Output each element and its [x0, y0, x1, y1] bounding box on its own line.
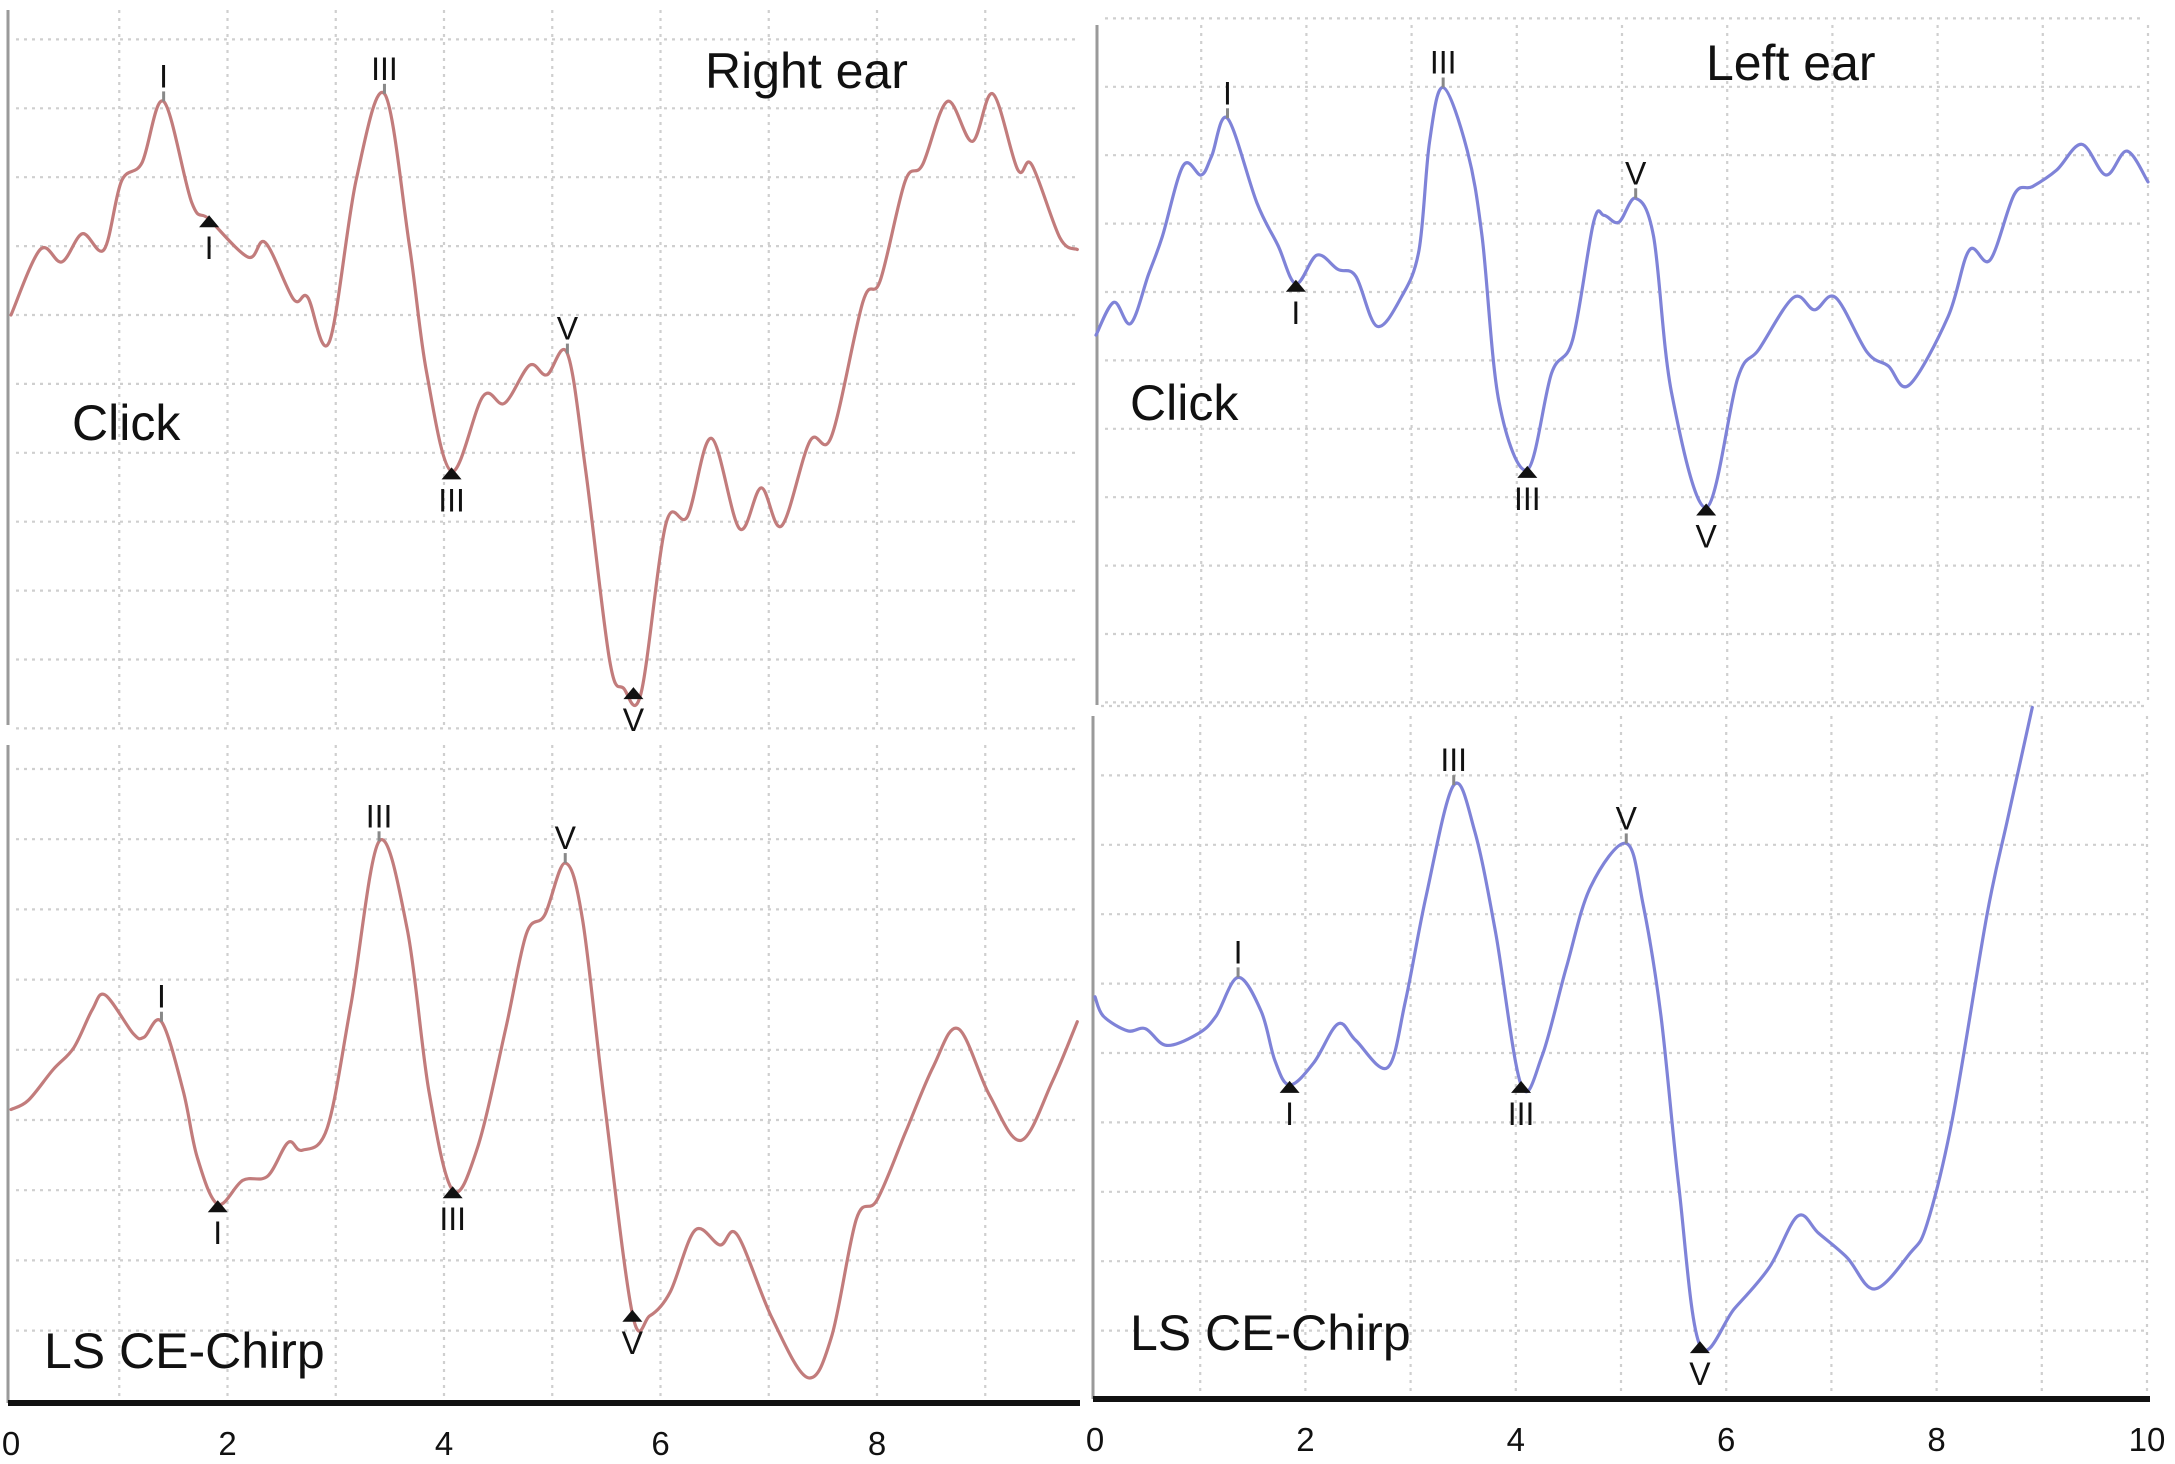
trough-marker-triangle-icon [441, 467, 462, 480]
trough-label: V [622, 1325, 644, 1361]
panel-labels: Right ear Click LS CE-Chirp Left ear Cli… [44, 35, 1876, 1379]
grid [1101, 704, 2149, 1399]
trough-marker-triangle-icon [1511, 1080, 1532, 1093]
x-tick-label: 2 [1296, 1421, 1314, 1458]
peak-label: III [366, 798, 393, 834]
trough-marker-triangle-icon [207, 1200, 228, 1213]
trough-label: I [213, 1215, 222, 1251]
peak-label: V [1625, 155, 1647, 191]
peak-label: I [157, 979, 166, 1015]
trough-marker-triangle-icon [199, 215, 220, 228]
peak-label: I [1223, 75, 1232, 111]
peak-label: I [159, 58, 168, 94]
x-tick-label: 6 [1717, 1421, 1735, 1458]
trough-label: III [1514, 481, 1541, 517]
peak-label: V [557, 311, 579, 347]
trough-label: III [438, 482, 465, 518]
left-ear-label: Left ear [1706, 35, 1876, 91]
peak-label: V [1616, 800, 1638, 836]
x-tick-label: 4 [1507, 1421, 1525, 1458]
stimulus-label-left-chirp: LS CE-Chirp [1130, 1305, 1411, 1361]
waveform-trace [1093, 705, 2034, 1352]
peak-label: I [1234, 934, 1243, 970]
x-tick-label: 8 [868, 1425, 886, 1462]
x-tick-label: 0 [1086, 1421, 1104, 1458]
x-tick-label: 0 [2, 1425, 20, 1462]
trough-marker-triangle-icon [1696, 503, 1717, 516]
trough-label: V [1689, 1356, 1711, 1392]
x-tick-label: 4 [435, 1425, 453, 1462]
trough-label: III [1508, 1096, 1535, 1132]
trough-marker-triangle-icon [1279, 1080, 1300, 1093]
trough-label: III [439, 1201, 466, 1237]
x-tick-label: 6 [651, 1425, 669, 1462]
trough-marker-triangle-icon [1689, 1341, 1710, 1354]
peak-label: III [371, 51, 398, 87]
stimulus-label-right-click: Click [72, 395, 181, 451]
trough-marker-triangle-icon [623, 687, 644, 700]
x-tick-label: 10 [2129, 1421, 2166, 1458]
trough-label: V [623, 702, 645, 738]
trough-label: I [1291, 295, 1300, 331]
trough-label: I [1285, 1096, 1294, 1132]
grid [1105, 17, 2150, 705]
stimulus-label-right-chirp: LS CE-Chirp [44, 1323, 325, 1379]
trough-marker-triangle-icon [442, 1186, 463, 1199]
trough-marker-triangle-icon [1285, 279, 1306, 292]
trough-marker-triangle-icon [1517, 465, 1538, 478]
grid [16, 745, 1076, 1403]
peak-label: III [1440, 742, 1467, 778]
waveform-trace [1094, 85, 2150, 510]
x-tick-label: 2 [218, 1425, 236, 1462]
peak-label: III [1430, 44, 1457, 80]
right-ear-label: Right ear [705, 43, 908, 99]
grid [16, 10, 1076, 730]
stimulus-label-left-click: Click [1130, 375, 1239, 431]
peak-label: V [555, 820, 577, 856]
x-tick-label: 8 [1927, 1421, 1945, 1458]
trough-label: V [1695, 518, 1717, 554]
trough-marker-triangle-icon [622, 1309, 643, 1322]
waveform-trace [9, 837, 1079, 1380]
trough-label: I [205, 230, 214, 266]
